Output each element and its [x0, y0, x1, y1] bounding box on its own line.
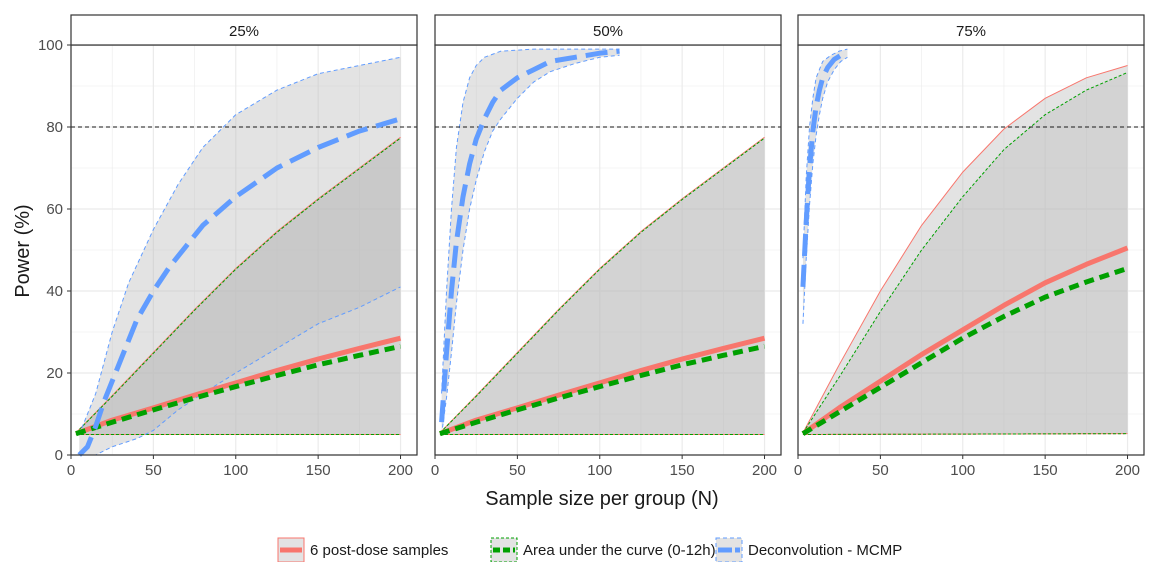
facet-label: 75% — [956, 23, 986, 40]
y-axis-title: Power (%) — [12, 204, 34, 297]
y-tick-label: 100 — [38, 37, 63, 54]
legend-label: Area under the curve (0-12h) — [523, 542, 716, 559]
legend: 6 post-dose samples Area under the curve … — [277, 537, 902, 562]
facet-label: 50% — [593, 23, 623, 40]
panel-2: 50% 0 50 100 150 200 — [431, 14, 782, 479]
legend-label: Deconvolution - MCMP — [748, 542, 902, 559]
x-tick-label: 200 — [752, 462, 777, 479]
x-tick-label: 150 — [1033, 462, 1058, 479]
y-tick-label: 20 — [46, 365, 63, 382]
confidence-band — [79, 57, 401, 456]
band-edge — [441, 48, 620, 394]
series-line — [801, 266, 1129, 436]
y-tick-label: 0 — [55, 447, 63, 464]
x-tick-label: 150 — [306, 462, 331, 479]
band-edge — [802, 65, 1128, 434]
x-tick-label: 100 — [223, 462, 248, 479]
series-line — [77, 116, 402, 457]
x-axis-title: Sample size per group (N) — [485, 488, 718, 510]
band-edge — [439, 137, 765, 434]
legend-item: 6 post-dose samples — [277, 537, 448, 562]
x-tick-label: 200 — [388, 462, 413, 479]
panel-1: 25% 0 50 100 150 200 0 20 40 60 80 100 — [38, 14, 418, 479]
series-line — [75, 343, 402, 437]
panel-3: 75% 0 50 100 150 200 — [794, 14, 1145, 479]
y-tick-label: 60 — [46, 201, 63, 218]
x-tick-label: 0 — [794, 462, 802, 479]
confidence-band — [802, 65, 1128, 435]
band-edge — [75, 136, 401, 434]
series-line — [439, 48, 620, 423]
x-tick-label: 100 — [587, 462, 612, 479]
facet-label: 25% — [229, 23, 259, 40]
band-edge — [802, 48, 848, 259]
band-edge — [802, 72, 1128, 434]
series-line — [800, 50, 849, 288]
band-edge — [439, 136, 765, 434]
series-line — [439, 343, 766, 437]
x-tick-label: 0 — [67, 462, 75, 479]
legend-item: Deconvolution - MCMP — [715, 537, 902, 562]
series-line — [801, 245, 1129, 436]
y-tick-label: 40 — [46, 283, 63, 300]
x-tick-label: 0 — [431, 462, 439, 479]
legend-label: 6 post-dose samples — [310, 542, 448, 559]
x-tick-label: 150 — [670, 462, 695, 479]
band-edge — [441, 54, 620, 435]
x-tick-label: 50 — [509, 462, 526, 479]
facet-strip — [797, 14, 1145, 46]
facet-strip — [70, 14, 418, 46]
facet-strip — [434, 14, 782, 46]
x-tick-label: 200 — [1115, 462, 1140, 479]
x-tick-label: 50 — [145, 462, 162, 479]
confidence-band — [802, 72, 1128, 435]
band-edge — [802, 433, 1128, 435]
legend-item: Area under the curve (0-12h) — [490, 537, 716, 562]
band-edge — [75, 137, 401, 434]
confidence-band — [441, 49, 620, 435]
y-tick-label: 80 — [46, 119, 63, 136]
x-tick-label: 50 — [872, 462, 889, 479]
x-tick-label: 100 — [950, 462, 975, 479]
